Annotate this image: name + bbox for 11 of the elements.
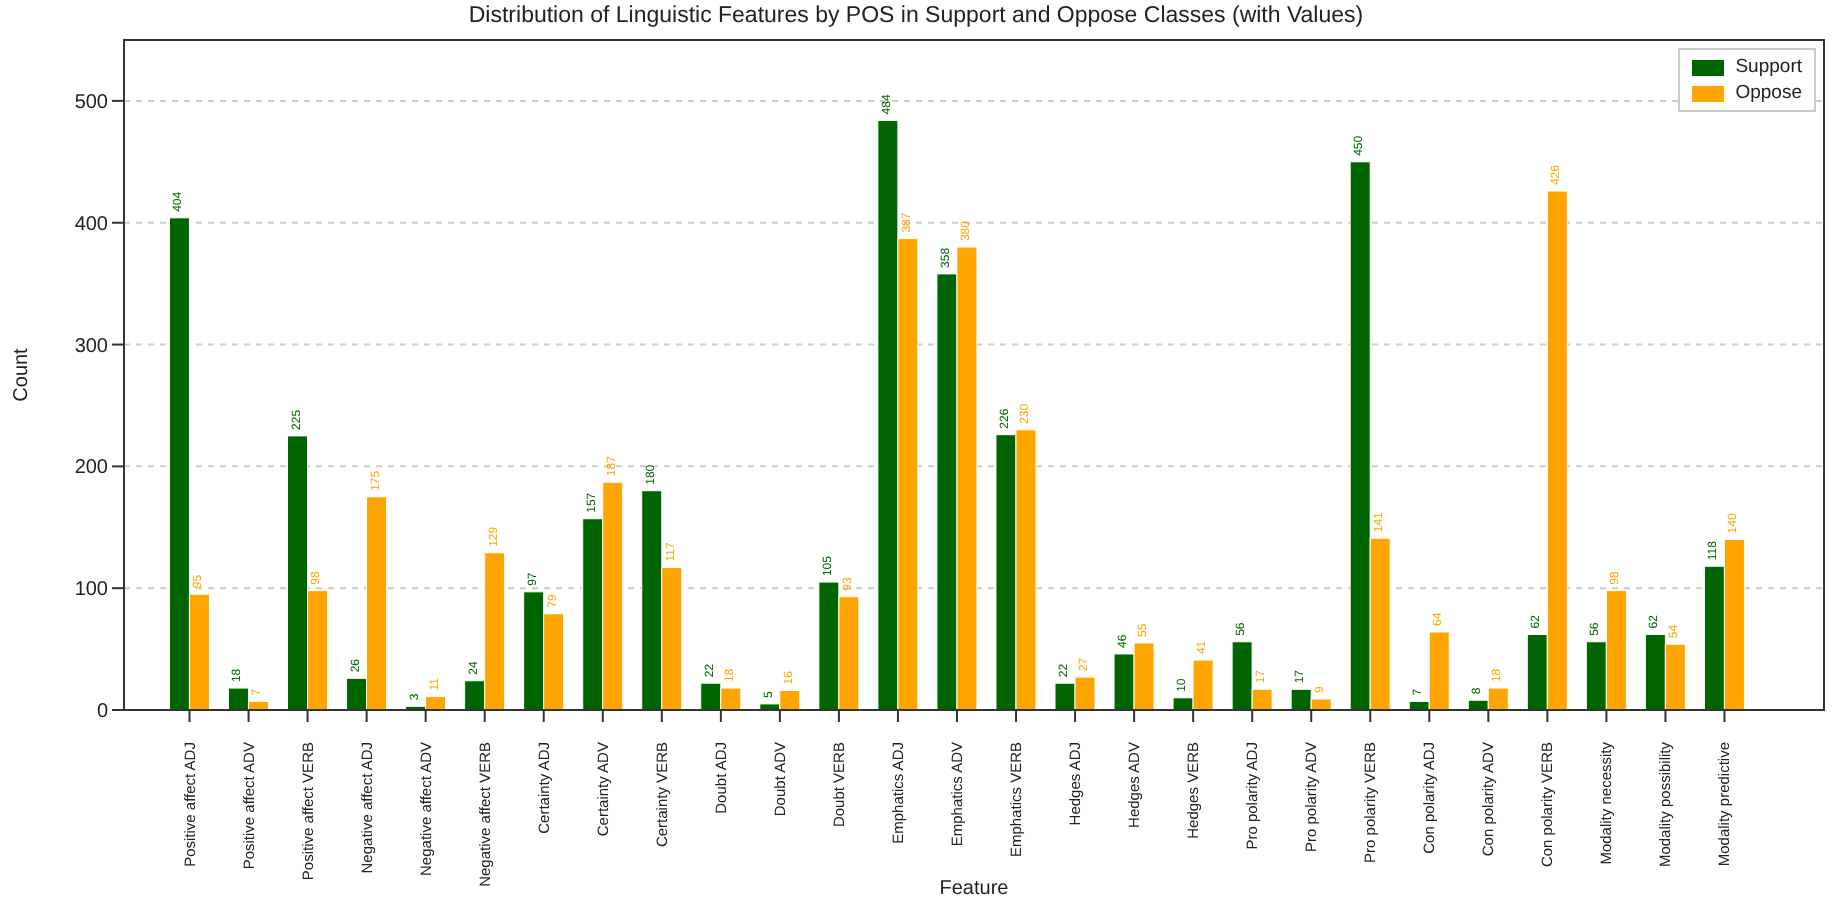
y-tick-label: 400 [74,213,109,236]
legend-label: Support [1735,54,1802,80]
y-tick-label: 200 [74,457,109,480]
y-axis-title: Count [11,347,34,402]
y-tick-label: 100 [74,579,109,602]
legend-label: Oppose [1735,80,1802,106]
y-tick-label: 300 [74,335,109,358]
y-tick-label: 0 [96,701,109,724]
y-tick-label: 500 [74,92,109,115]
chart-title: Distribution of Linguistic Features by POS in Support and Oppose Classes (with Values) [466,4,1366,28]
x-axis-title: Feature [939,878,1010,900]
